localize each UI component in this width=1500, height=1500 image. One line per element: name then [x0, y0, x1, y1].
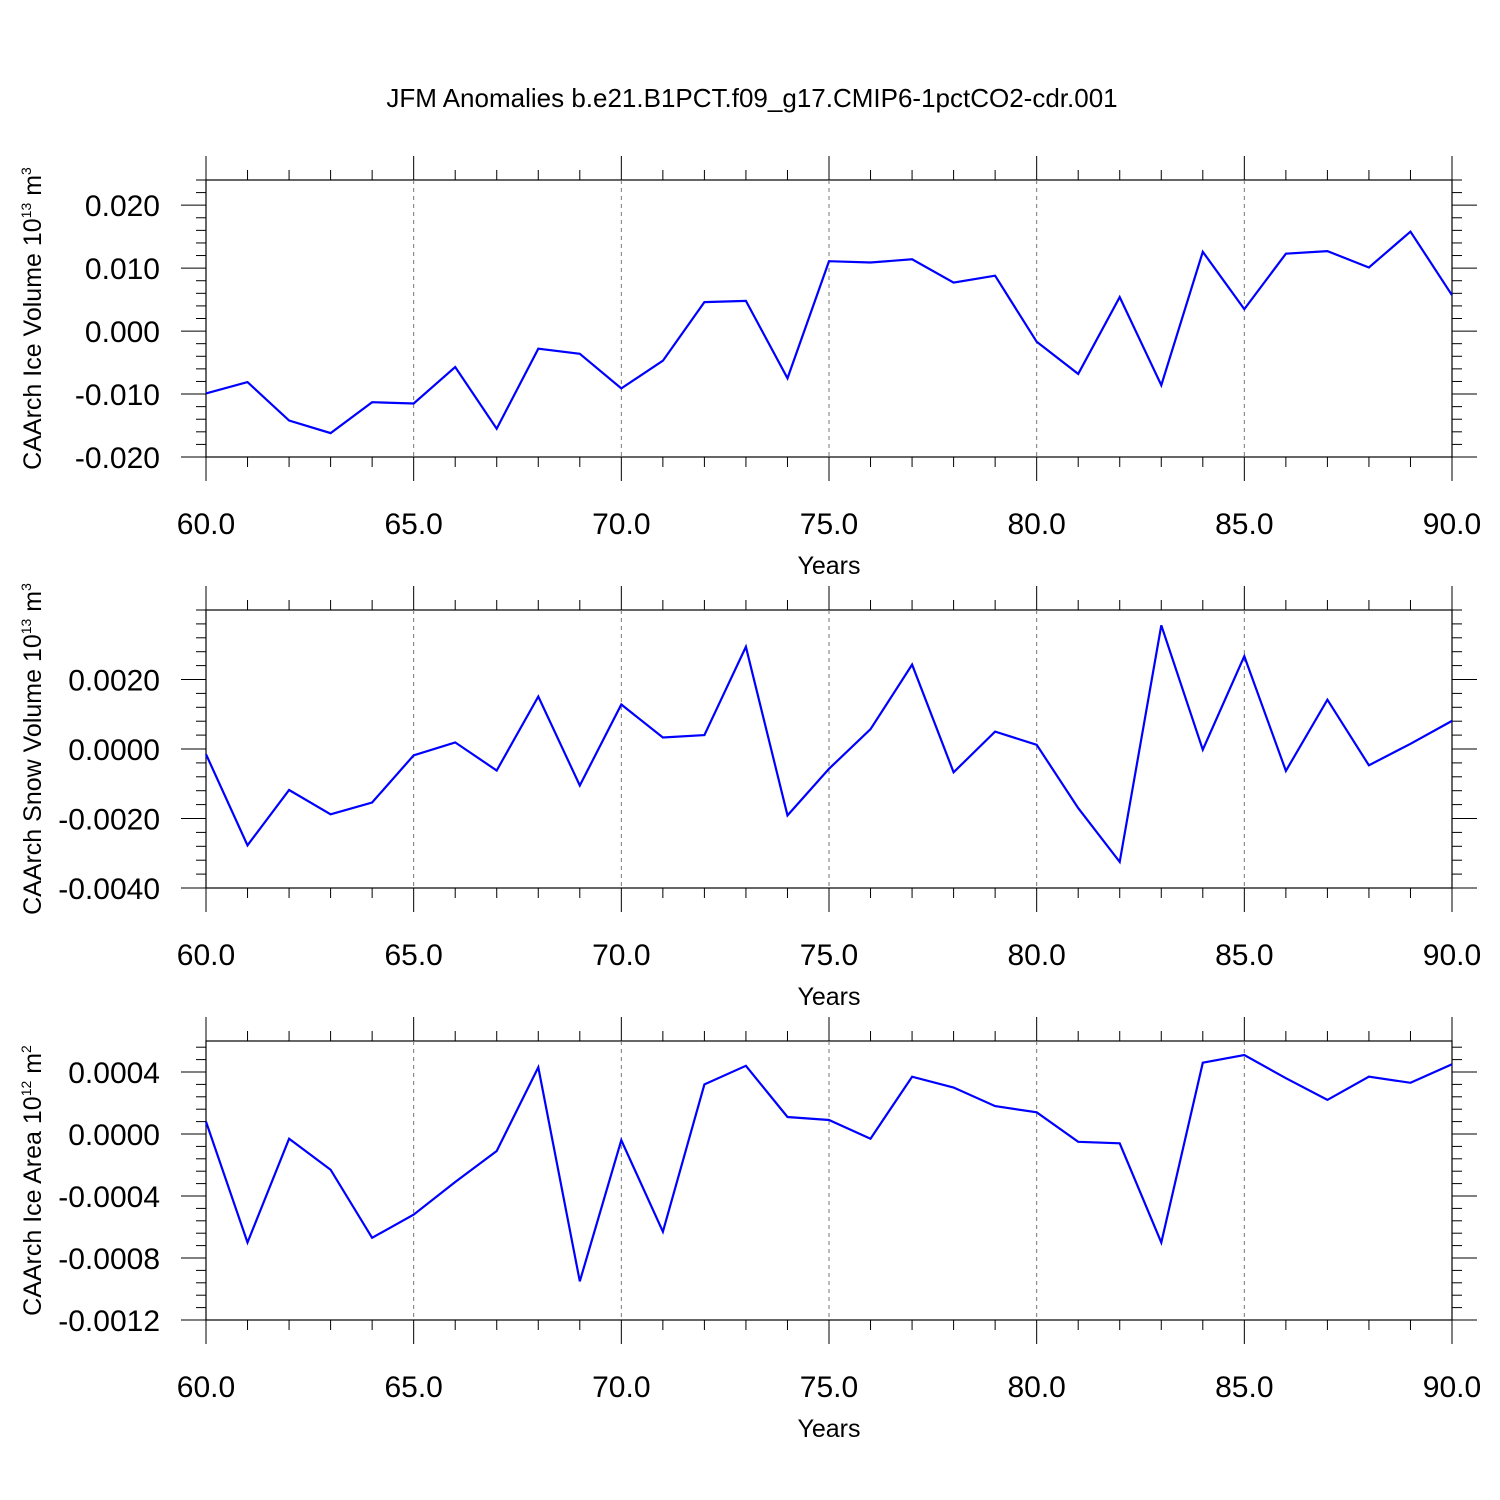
y-tick-label: 0.0000 — [68, 734, 160, 767]
series-line — [204, 624, 1453, 865]
y-axis-title-exp: 13 — [18, 618, 34, 634]
x-tick-label: 60.0 — [177, 508, 235, 541]
y-tick-label: 0.0004 — [68, 1057, 160, 1090]
y-axis-title: CAArch Ice Volume 1013 m3 — [18, 167, 47, 470]
x-tick-label: 65.0 — [384, 1371, 442, 1404]
figure-title: JFM Anomalies b.e21.B1PCT.f09_g17.CMIP6-… — [386, 83, 1117, 113]
x-tick-label: 75.0 — [800, 939, 858, 972]
chart-panel-2: -0.0040 -0.0020 0.0000 0.0020 60.0 65.0 70.0 75… — [18, 583, 1481, 1011]
y-axis-title-prefix: CAArch Snow Volume 10 — [19, 634, 47, 915]
x-axis-title: Years — [797, 1415, 860, 1443]
y-axis-title-prefix: CAArch Ice Area 10 — [19, 1096, 47, 1316]
y-tick-label: 0.0000 — [68, 1119, 160, 1152]
x-tick-label: 85.0 — [1215, 508, 1273, 541]
y-tick-label: 0.010 — [85, 253, 160, 286]
x-tick-label: 80.0 — [1007, 508, 1065, 541]
y-axis-title-exp: 13 — [18, 203, 34, 219]
x-tick-label: 80.0 — [1007, 939, 1065, 972]
y-axis-title-unit-exp: 3 — [18, 583, 34, 591]
y-tick-label: 0.0020 — [68, 665, 160, 698]
x-tick-label: 65.0 — [384, 508, 442, 541]
chart-panel-1: -0.020 -0.010 0.000 0.010 0.020 60.0 65.0 70.0 7… — [18, 156, 1481, 580]
x-tick-label: 70.0 — [592, 939, 650, 972]
y-axis-title-unit: m — [19, 175, 47, 203]
series-line — [205, 229, 1453, 435]
y-tick-label: -0.0012 — [58, 1305, 160, 1338]
y-tick-label: -0.020 — [75, 442, 160, 475]
x-tick-label: 75.0 — [800, 508, 858, 541]
x-tick-label: 85.0 — [1215, 939, 1273, 972]
x-tick-label: 70.0 — [592, 508, 650, 541]
y-axis-title: CAArch Snow Volume 1013 m3 — [18, 583, 47, 915]
x-tick-label: 60.0 — [177, 939, 235, 972]
x-tick-label: 70.0 — [592, 1371, 650, 1404]
chart-panel-3: -0.0012 -0.0008 -0.0004 0.0000 0.0004 60.0 65.… — [18, 1017, 1481, 1443]
y-tick-label: -0.0008 — [58, 1243, 160, 1276]
y-tick-label: -0.0040 — [58, 873, 160, 906]
panels: -0.020 -0.010 0.000 0.010 0.020 60.0 65.0 70.0 7… — [18, 156, 1481, 1443]
y-tick-label: -0.0004 — [58, 1181, 160, 1214]
x-tick-label: 60.0 — [177, 1371, 235, 1404]
x-axis-title: Years — [797, 552, 860, 580]
series-line — [204, 1053, 1453, 1282]
y-axis-title-unit: m — [19, 591, 47, 619]
y-axis-title-prefix: CAArch Ice Volume 10 — [19, 218, 47, 470]
x-axis-title: Years — [797, 983, 860, 1011]
y-axis-title-unit-exp: 2 — [18, 1045, 34, 1053]
x-tick-label: 75.0 — [800, 1371, 858, 1404]
y-axis-title-unit-exp: 3 — [18, 167, 34, 175]
y-tick-label: -0.010 — [75, 379, 160, 412]
x-tick-label: 90.0 — [1423, 1371, 1481, 1404]
x-tick-label: 80.0 — [1007, 1371, 1065, 1404]
x-tick-label: 85.0 — [1215, 1371, 1273, 1404]
x-tick-label: 90.0 — [1423, 508, 1481, 541]
x-tick-label: 65.0 — [384, 939, 442, 972]
x-tick-label: 90.0 — [1423, 939, 1481, 972]
y-tick-label: 0.020 — [85, 190, 160, 223]
y-axis-title-unit: m — [19, 1053, 47, 1081]
y-tick-label: 0.000 — [85, 316, 160, 349]
y-axis-title-exp: 12 — [18, 1081, 34, 1097]
y-tick-label: -0.0020 — [58, 804, 160, 837]
y-axis-title: CAArch Ice Area 1012 m2 — [18, 1045, 47, 1316]
